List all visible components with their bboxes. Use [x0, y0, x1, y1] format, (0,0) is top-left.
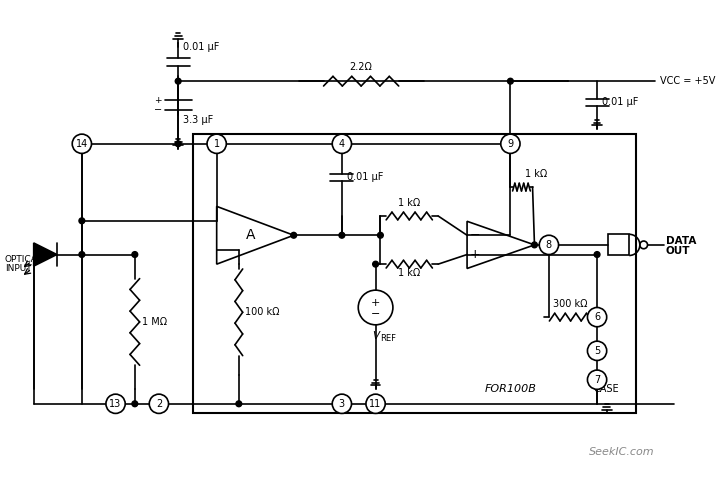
Text: 3: 3 — [339, 399, 345, 409]
Text: FOR100B: FOR100B — [485, 384, 536, 394]
Text: DATA: DATA — [666, 236, 696, 246]
Text: +: + — [371, 298, 380, 308]
Circle shape — [339, 232, 345, 238]
Circle shape — [501, 134, 520, 153]
Text: 5: 5 — [594, 346, 600, 356]
Text: 2: 2 — [156, 399, 162, 409]
Circle shape — [291, 232, 297, 238]
Polygon shape — [34, 243, 57, 266]
Text: 14: 14 — [76, 139, 88, 149]
Circle shape — [207, 134, 226, 153]
Circle shape — [332, 394, 351, 413]
Circle shape — [236, 401, 242, 407]
Circle shape — [531, 242, 537, 248]
Text: 1 kΩ: 1 kΩ — [525, 169, 547, 180]
Circle shape — [588, 370, 607, 389]
Text: 8: 8 — [546, 240, 552, 250]
Text: −: − — [371, 309, 380, 319]
Text: OUT: OUT — [666, 246, 690, 256]
Text: 1 kΩ: 1 kΩ — [398, 268, 420, 278]
Text: +: + — [154, 96, 162, 105]
Text: OPTICAL: OPTICAL — [5, 255, 42, 264]
Text: A: A — [246, 228, 255, 242]
Text: CASE: CASE — [594, 384, 619, 394]
Text: 6: 6 — [594, 312, 600, 322]
Text: 2.2Ω: 2.2Ω — [350, 61, 372, 72]
Text: REF: REF — [380, 334, 397, 343]
Text: INPUT: INPUT — [5, 264, 32, 273]
Circle shape — [79, 218, 85, 224]
Text: 3.3 μF: 3.3 μF — [183, 115, 213, 125]
Text: 1: 1 — [214, 139, 220, 149]
Text: 13: 13 — [109, 399, 122, 409]
Text: −: − — [153, 105, 162, 115]
Text: 0.01 μF: 0.01 μF — [347, 172, 383, 182]
Circle shape — [79, 252, 85, 257]
Text: 11: 11 — [369, 399, 382, 409]
Text: −: − — [469, 229, 480, 242]
Circle shape — [366, 394, 385, 413]
Text: 4: 4 — [339, 139, 345, 149]
Circle shape — [149, 394, 168, 413]
Text: 7: 7 — [594, 375, 600, 385]
Text: 0.01 μF: 0.01 μF — [183, 43, 220, 52]
Circle shape — [72, 134, 91, 153]
Circle shape — [332, 134, 351, 153]
Circle shape — [175, 141, 181, 147]
Text: 1 MΩ: 1 MΩ — [142, 317, 167, 327]
Text: +: + — [469, 248, 480, 261]
Circle shape — [594, 252, 600, 257]
Circle shape — [588, 341, 607, 361]
Circle shape — [588, 307, 607, 327]
Text: VCC = +5V: VCC = +5V — [660, 76, 715, 86]
Circle shape — [132, 252, 138, 257]
Text: 100 kΩ: 100 kΩ — [245, 307, 279, 318]
Text: 0.01 μF: 0.01 μF — [602, 97, 638, 107]
Text: 300 kΩ: 300 kΩ — [554, 300, 588, 309]
Circle shape — [132, 401, 138, 407]
Text: V: V — [372, 332, 379, 341]
Text: 9: 9 — [508, 139, 513, 149]
Circle shape — [377, 232, 383, 238]
Text: 1 kΩ: 1 kΩ — [398, 198, 420, 208]
Circle shape — [106, 394, 125, 413]
Text: SeekIC.com: SeekIC.com — [589, 447, 655, 457]
Circle shape — [373, 261, 379, 267]
Circle shape — [539, 235, 559, 255]
Circle shape — [175, 78, 181, 84]
Circle shape — [508, 78, 513, 84]
